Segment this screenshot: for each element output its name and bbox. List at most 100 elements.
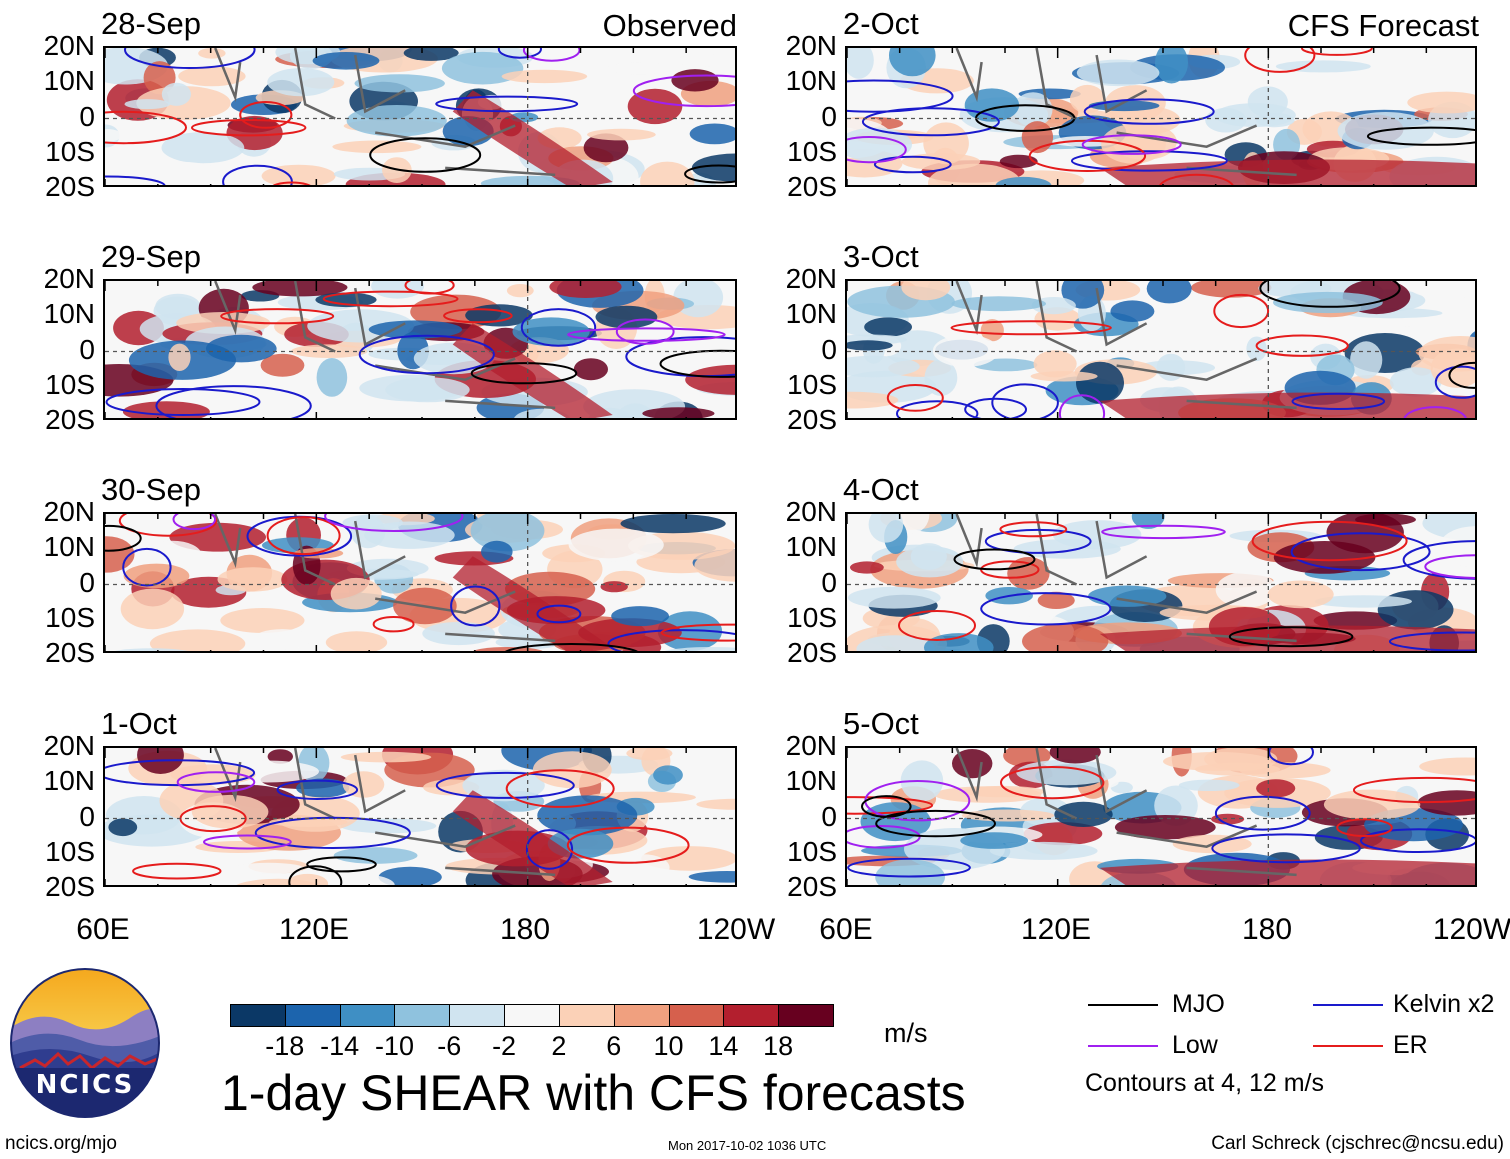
shear-blob xyxy=(120,588,185,630)
shear-blob xyxy=(980,319,1004,342)
shear-blob xyxy=(1022,623,1109,651)
coastlines xyxy=(214,748,556,877)
contour-kelvin xyxy=(984,528,1092,554)
shear-blob xyxy=(176,312,271,334)
contour-kelvin xyxy=(1388,631,1475,651)
shear-blob xyxy=(1163,752,1271,771)
contour-er xyxy=(505,769,615,808)
contour-kelvin xyxy=(1268,748,1314,766)
shear-blob xyxy=(316,358,348,397)
y-tick-right-3-4: 20S xyxy=(787,871,837,902)
contour-kelvin xyxy=(105,175,166,185)
y-tick-right-2-2: 0 xyxy=(821,566,837,598)
contour-kelvin xyxy=(964,397,1027,418)
colorbar-label: 6 xyxy=(606,1031,622,1061)
x-tick-60e-right: 60E xyxy=(819,913,873,946)
shear-blob xyxy=(149,629,246,651)
shear-blob xyxy=(340,818,437,834)
shear-blob xyxy=(155,293,201,319)
observed-label: Observed xyxy=(602,8,737,43)
shear-blob xyxy=(691,153,735,182)
contour-er xyxy=(220,308,335,325)
contour-kelvin xyxy=(1211,833,1361,864)
shear-blob xyxy=(901,281,951,301)
colorbar-label: -6 xyxy=(437,1031,462,1061)
shear-blob xyxy=(105,129,122,142)
colorbar-segment xyxy=(504,1004,560,1027)
contour-er xyxy=(266,516,341,556)
y-tick-left-3-0: 20N xyxy=(43,730,95,761)
strong-shear-band xyxy=(1099,859,1475,885)
shear-blob xyxy=(1076,59,1160,87)
shear-blob xyxy=(1211,813,1245,825)
coastlines xyxy=(955,48,1297,177)
footer-credit: Carl Schreck (cjschrec@ncsu.edu) xyxy=(1211,1133,1504,1154)
shear-blob xyxy=(1273,541,1376,574)
shear-blob xyxy=(952,749,993,779)
contour-er xyxy=(1213,293,1270,329)
shear-blob xyxy=(583,133,629,163)
shear-blob xyxy=(532,751,612,789)
shear-blob xyxy=(889,48,936,77)
shear-blob xyxy=(549,281,622,298)
contour-low xyxy=(172,514,217,531)
shear-blob xyxy=(403,48,459,61)
shear-field-left-3 xyxy=(105,748,735,885)
panel-date-left-3: 1-Oct xyxy=(101,706,177,741)
contour-mjo xyxy=(504,643,638,651)
shear-blob xyxy=(850,561,884,574)
contour-er xyxy=(132,862,222,880)
y-tick-left-1-4: 20S xyxy=(45,404,95,435)
contour-kelvin xyxy=(1360,828,1475,853)
y-tick-right-0-1: 10N xyxy=(785,65,837,97)
shear-blob xyxy=(206,334,277,363)
y-tick-right-2-1: 10N xyxy=(785,531,837,563)
coastlines xyxy=(955,281,1297,410)
units-label: m/s xyxy=(884,1018,928,1048)
contour-er xyxy=(1255,334,1349,357)
contour-low xyxy=(1081,134,1182,155)
shear-blob xyxy=(1049,748,1101,764)
shear-blob xyxy=(932,334,999,367)
shear-blob xyxy=(1215,571,1277,608)
contour-er xyxy=(1244,48,1316,73)
strong-shear-band xyxy=(452,90,613,185)
map-panel-left-3 xyxy=(103,746,737,887)
y-tick-right-0-2: 0 xyxy=(821,100,837,132)
shear-blob xyxy=(578,618,682,647)
y-tick-right-1-3: 10S xyxy=(787,368,837,400)
y-tick-right-3-0: 20N xyxy=(785,730,837,761)
y-tick-left-2-2: 0 xyxy=(79,566,95,598)
contour-mjo xyxy=(105,524,142,552)
shear-blob xyxy=(191,794,269,829)
shear-blob xyxy=(296,778,350,798)
contour-low xyxy=(522,48,581,62)
shear-blob xyxy=(856,635,936,651)
colorbar-segment xyxy=(723,1004,780,1027)
shear-blob xyxy=(875,859,945,885)
legend-kelvin-label: Kelvin x2 xyxy=(1393,990,1495,1018)
contour-kelvin xyxy=(1434,365,1475,399)
shear-blob xyxy=(924,633,994,651)
y-tick-right-2-4: 20S xyxy=(787,637,837,668)
shear-blob xyxy=(607,62,672,75)
footer-url[interactable]: ncics.org/mjo xyxy=(5,1133,117,1154)
panel-date-right-2: 4-Oct xyxy=(843,472,919,507)
contour-low xyxy=(1403,406,1467,418)
y-tick-right-1-2: 0 xyxy=(821,333,837,365)
contour-er xyxy=(105,110,187,145)
contour-low xyxy=(847,136,907,164)
contour-mjo xyxy=(861,795,912,818)
shear-blob xyxy=(287,873,329,885)
shear-blob xyxy=(688,871,735,883)
contour-kelvin xyxy=(536,604,582,624)
contour-kelvin xyxy=(991,383,1059,418)
shear-blob xyxy=(685,364,735,395)
shear-blob xyxy=(1155,48,1188,84)
contour-er xyxy=(191,119,307,137)
contour-mjo xyxy=(1366,126,1475,146)
shear-blob xyxy=(696,798,735,810)
y-tick-left-3-2: 0 xyxy=(79,800,95,832)
footer-timestamp: Mon 2017-10-02 1036 UTC xyxy=(668,1138,827,1153)
legend-low-label: Low xyxy=(1172,1031,1218,1059)
